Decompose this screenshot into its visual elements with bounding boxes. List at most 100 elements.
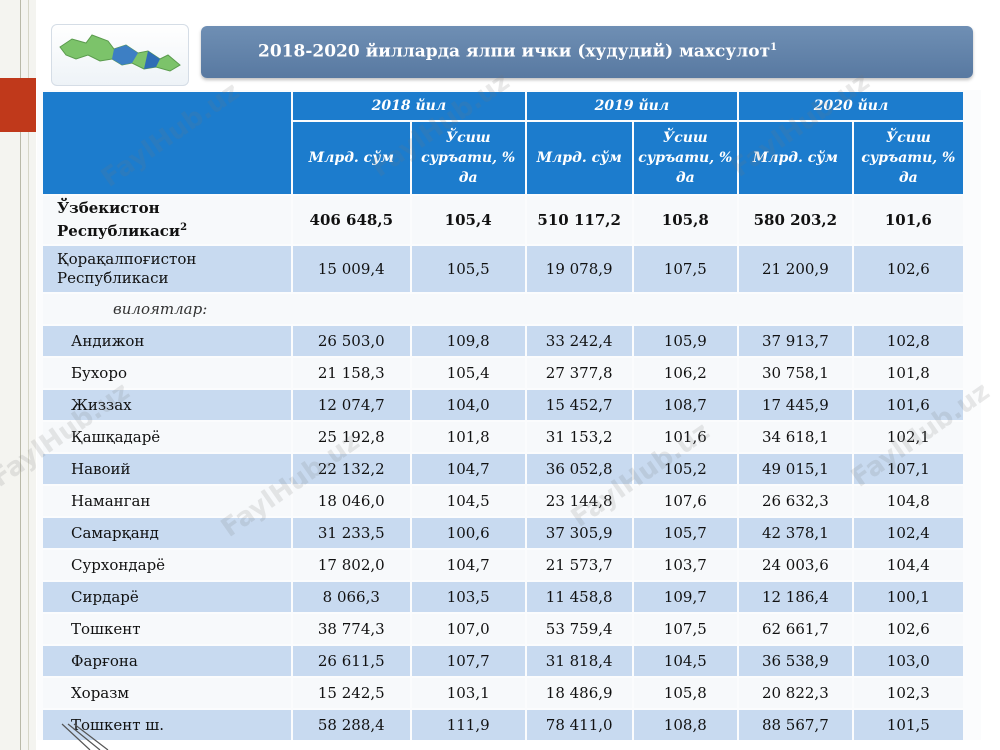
col-growth-header: Ўсиш суръати, % да: [411, 122, 525, 194]
region-name: Сурхондарё: [43, 550, 291, 580]
growth-2018: 104,7: [411, 454, 525, 484]
growth-2019: 109,7: [633, 582, 737, 612]
table-row: Қашқадарё 25 192,8 101,8 31 153,2 101,6 …: [43, 422, 963, 452]
growth-2019: 105,8: [633, 678, 737, 708]
value-2020: 34 618,1: [739, 422, 852, 452]
region-name: Жиззах: [43, 390, 291, 420]
value-2019: 27 377,8: [526, 358, 632, 388]
growth-2020: 104,4: [853, 550, 963, 580]
page-title: 2018-2020 йилларда ялпи ички (худудий) м…: [258, 41, 778, 62]
value-2018: 15 009,4: [292, 246, 410, 292]
value-2018: 25 192,8: [292, 422, 410, 452]
growth-2020: 101,6: [853, 390, 963, 420]
col-growth-header: Ўсиш суръати, % да: [853, 122, 963, 194]
value-2020: 36 538,9: [739, 646, 852, 676]
table-row: Навоий 22 132,2 104,7 36 052,8 105,2 49 …: [43, 454, 963, 484]
value-2020: 24 003,6: [739, 550, 852, 580]
decorative-lines: [61, 723, 109, 750]
value-2018: 15 242,5: [292, 678, 410, 708]
year-header: 2018 йил: [292, 92, 525, 120]
value-2020: 20 822,3: [739, 678, 852, 708]
growth-2019: 108,7: [633, 390, 737, 420]
growth-2018: 105,4: [411, 196, 525, 244]
growth-2020: 102,6: [853, 246, 963, 292]
value-2019: 21 573,7: [526, 550, 632, 580]
table-row: Самарқанд 31 233,5 100,6 37 305,9 105,7 …: [43, 518, 963, 548]
growth-2019: 106,2: [633, 358, 737, 388]
value-2020: 21 200,9: [739, 246, 852, 292]
value-2019: 53 759,4: [526, 614, 632, 644]
region-name: Наманган: [43, 486, 291, 516]
value-2019: 78 411,0: [526, 710, 632, 740]
growth-2020: 104,8: [853, 486, 963, 516]
table-row: Андижон 26 503,0 109,8 33 242,4 105,9 37…: [43, 326, 963, 356]
col-value-header: Млрд. сўм: [526, 122, 632, 194]
value-2018: 17 802,0: [292, 550, 410, 580]
col-value-header: Млрд. сўм: [292, 122, 410, 194]
value-2019: 510 117,2: [526, 196, 632, 244]
growth-2020: 102,4: [853, 518, 963, 548]
region-name: Қашқадарё: [43, 422, 291, 452]
growth-2019: 103,7: [633, 550, 737, 580]
value-2019: 31 818,4: [526, 646, 632, 676]
growth-2019: 107,5: [633, 246, 737, 292]
growth-2018: 107,7: [411, 646, 525, 676]
region-name: Бухоро: [43, 358, 291, 388]
col-value-header: Млрд. сўм: [739, 122, 852, 194]
value-2020: 580 203,2: [739, 196, 852, 244]
value-2018: 26 503,0: [292, 326, 410, 356]
growth-2018: 103,1: [411, 678, 525, 708]
col-growth-header: Ўсиш суръати, % да: [633, 122, 737, 194]
table-row: Сирдарё 8 066,3 103,5 11 458,8 109,7 12 …: [43, 582, 963, 612]
growth-2018: 104,5: [411, 486, 525, 516]
table-row: Хоразм 15 242,5 103,1 18 486,9 105,8 20 …: [43, 678, 963, 708]
left-decoration-line: [28, 0, 29, 750]
table-row: Ўзбекистон Республикаси2 406 648,5 105,4…: [43, 196, 963, 244]
growth-2018: 109,8: [411, 326, 525, 356]
table-row: Бухоро 21 158,3 105,4 27 377,8 106,2 30 …: [43, 358, 963, 388]
growth-2018: 104,7: [411, 550, 525, 580]
growth-2019: 104,5: [633, 646, 737, 676]
growth-2019: 108,8: [633, 710, 737, 740]
growth-2018: 104,0: [411, 390, 525, 420]
year-header: 2019 йил: [526, 92, 737, 120]
value-2019: 36 052,8: [526, 454, 632, 484]
growth-2018: 105,4: [411, 358, 525, 388]
value-2020: 12 186,4: [739, 582, 852, 612]
value-2019: 31 153,2: [526, 422, 632, 452]
value-2018: 12 074,7: [292, 390, 410, 420]
region-name: Сирдарё: [43, 582, 291, 612]
value-2020: 30 758,1: [739, 358, 852, 388]
growth-2020: 103,0: [853, 646, 963, 676]
value-2018: 18 046,0: [292, 486, 410, 516]
value-2020: 37 913,7: [739, 326, 852, 356]
value-2020: 62 661,7: [739, 614, 852, 644]
region-name: Хоразм: [43, 678, 291, 708]
growth-2020: 102,3: [853, 678, 963, 708]
value-2019: 37 305,9: [526, 518, 632, 548]
value-2018: 8 066,3: [292, 582, 410, 612]
value-2019: 33 242,4: [526, 326, 632, 356]
red-accent-tab: [0, 78, 36, 132]
growth-2018: 107,0: [411, 614, 525, 644]
value-2018: 21 158,3: [292, 358, 410, 388]
growth-2020: 102,1: [853, 422, 963, 452]
region-name: Фарғона: [43, 646, 291, 676]
growth-2020: 107,1: [853, 454, 963, 484]
growth-2019: 107,6: [633, 486, 737, 516]
table-row: Сурхондарё 17 802,0 104,7 21 573,7 103,7…: [43, 550, 963, 580]
value-2018: 38 774,3: [292, 614, 410, 644]
year-header: 2020 йил: [739, 92, 963, 120]
region-name: Ўзбекистон Республикаси2: [43, 196, 291, 244]
value-2018: 31 233,5: [292, 518, 410, 548]
table-corner-cell: [43, 92, 291, 194]
table-row: Тошкент ш. 58 288,4 111,9 78 411,0 108,8…: [43, 710, 963, 740]
value-2020: 42 378,1: [739, 518, 852, 548]
value-2020: 26 632,3: [739, 486, 852, 516]
value-2018: 58 288,4: [292, 710, 410, 740]
growth-2019: 101,6: [633, 422, 737, 452]
growth-2019: 107,5: [633, 614, 737, 644]
value-2019: 23 144,8: [526, 486, 632, 516]
uzbekistan-map-icon: [51, 24, 189, 86]
region-name: Самарқанд: [43, 518, 291, 548]
